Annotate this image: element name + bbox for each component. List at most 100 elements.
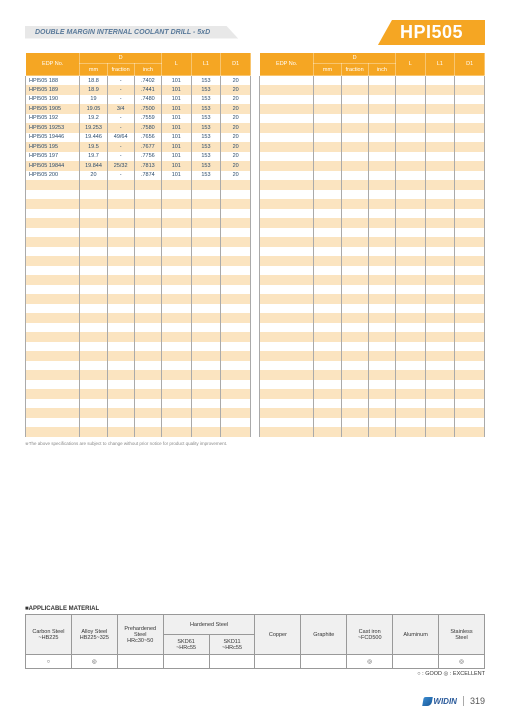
cell-empty [80,218,107,228]
table-row: HPI505 19519.5-.767710115320 [26,142,251,152]
th-d-mm: mm [80,64,107,76]
cell-empty [221,332,251,342]
cell-l1: 153 [191,104,221,114]
cell-empty [80,256,107,266]
table-row-empty [26,256,251,266]
cell-empty [395,380,425,390]
cell-empty [425,190,455,200]
table-row: HPI505 19019-.748010115320 [26,95,251,105]
cell-empty [368,161,395,171]
cell-empty [314,218,341,228]
cell-empty [368,247,395,257]
table-row: HPI505 190519.053/4.750010115320 [26,104,251,114]
title-strip: DOUBLE MARGIN INTERNAL COOLANT DRILL - 5… [25,24,238,40]
cell-empty [221,275,251,285]
cell-empty [134,266,161,276]
cell-empty [395,114,425,124]
cell-empty [191,427,221,437]
product-code: HPI505 [378,20,485,45]
cell-empty [314,76,341,86]
cell-empty [314,85,341,95]
cell-empty [395,209,425,219]
cell-empty [368,85,395,95]
cell-empty [107,237,134,247]
cell-empty [260,190,314,200]
cell-empty [221,370,251,380]
cell-empty [191,275,221,285]
cell-empty [455,237,485,247]
cell-empty [260,133,314,143]
cell-empty [134,313,161,323]
cell-empty [107,380,134,390]
am-value-cell [255,655,301,669]
cell-empty [134,332,161,342]
cell-l: 101 [161,123,191,133]
applicable-table: Carbon Steel~HB225Alloy SteelHB225~325Pr… [25,614,485,669]
cell-inch: .7580 [134,123,161,133]
cell-empty [191,247,221,257]
cell-empty [341,427,368,437]
cell-inch: .7500 [134,104,161,114]
cell-empty [395,104,425,114]
table-row-empty [260,418,485,428]
cell-empty [221,228,251,238]
cell-mm: 18.8 [80,76,107,86]
cell-empty [107,266,134,276]
cell-empty [425,418,455,428]
cell-empty [107,199,134,209]
table-row: HPI505 20020-.787410115320 [26,171,251,181]
cell-empty [314,389,341,399]
cell-empty [425,332,455,342]
cell-empty [26,294,80,304]
cell-empty [314,209,341,219]
cell-empty [260,95,314,105]
cell-empty [80,313,107,323]
cell-empty [425,256,455,266]
cell-empty [341,237,368,247]
cell-empty [26,247,80,257]
cell-empty [260,380,314,390]
cell-empty [368,266,395,276]
cell-empty [395,361,425,371]
cell-empty [161,190,191,200]
cell-empty [455,199,485,209]
cell-empty [161,247,191,257]
cell-empty [341,294,368,304]
cell-l1: 153 [191,161,221,171]
cell-empty [260,76,314,86]
cell-empty [134,370,161,380]
cell-l1: 153 [191,142,221,152]
cell-frac: 49/64 [107,133,134,143]
cell-empty [395,342,425,352]
cell-empty [341,313,368,323]
cell-empty [260,294,314,304]
cell-empty [455,370,485,380]
cell-empty [107,294,134,304]
cell-empty [191,304,221,314]
cell-empty [341,323,368,333]
cell-empty [107,418,134,428]
cell-empty [425,76,455,86]
cell-empty [395,285,425,295]
cell-empty [26,190,80,200]
cell-empty [191,294,221,304]
cell-empty [425,133,455,143]
cell-empty [134,218,161,228]
cell-empty [395,408,425,418]
cell-empty [341,114,368,124]
cell-empty [134,342,161,352]
cell-empty [455,380,485,390]
cell-frac: - [107,95,134,105]
cell-l1: 153 [191,85,221,95]
cell-empty [368,180,395,190]
cell-empty [425,408,455,418]
cell-empty [80,399,107,409]
cell-empty [314,114,341,124]
cell-empty [107,427,134,437]
cell-empty [107,389,134,399]
cell-empty [80,294,107,304]
cell-empty [260,142,314,152]
th-l1: L1 [191,53,221,76]
cell-mm: 18.9 [80,85,107,95]
am-col-header: Copper [255,615,301,655]
